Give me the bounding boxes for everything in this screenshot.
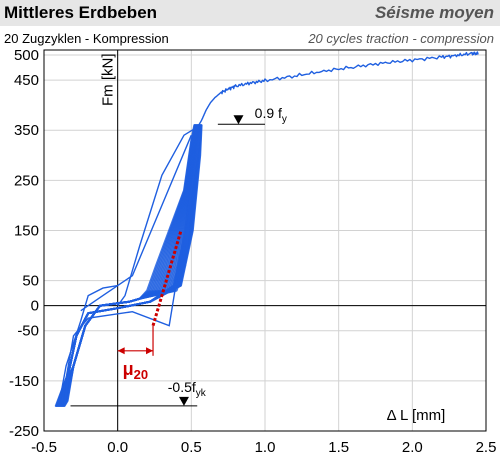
y-axis-label: Fm [kN] — [100, 54, 117, 107]
y-tick-label: -50 — [17, 323, 39, 340]
x-tick-label: 1.0 — [255, 439, 276, 456]
tension-envelope-line — [198, 51, 479, 126]
title-bar: Mittleres Erdbeben Séisme moyen — [0, 0, 500, 26]
subtitle-german: 20 Zugzyklen - Kompression — [4, 31, 169, 46]
x-tick-label: 0.0 — [107, 439, 128, 456]
compression-label: -0.5fyk — [168, 379, 207, 399]
y-tick-label: -150 — [9, 373, 39, 390]
plot-frame — [43, 49, 487, 432]
ductility-label: μ20 — [123, 359, 148, 382]
yield-label: 0.9 fy — [255, 105, 287, 125]
title-german: Mittleres Erdbeben — [4, 3, 158, 22]
y-tick-label: -250 — [9, 423, 39, 440]
y-tick-label: 50 — [22, 273, 39, 290]
y-tick-label: 500 — [14, 47, 39, 64]
unloading-tangent-line — [151, 230, 183, 327]
compression-return-branch — [58, 284, 118, 407]
compression-marker-triangle — [178, 396, 189, 406]
y-tick-label: 250 — [14, 172, 39, 189]
ductility-arrow-right — [146, 347, 154, 355]
y-tick-label: 0 — [31, 298, 39, 315]
y-tick-label: 150 — [14, 222, 39, 239]
x-axis-label: Δ L [mm] — [387, 407, 446, 424]
title-french: Séisme moyen — [374, 3, 494, 22]
x-tick-label: -0.5 — [31, 439, 57, 456]
first-loading-curve — [117, 125, 200, 307]
x-tick-label: 1.5 — [328, 439, 349, 456]
subtitle-french: 20 cycles traction - compression — [308, 31, 494, 46]
outer-loop-branch — [61, 145, 200, 404]
yield-marker-triangle — [233, 115, 244, 125]
x-tick-label: 0.5 — [181, 439, 202, 456]
hysteresis-cycle — [63, 124, 203, 407]
ductility-arrow-left — [117, 347, 125, 355]
y-tick-label: 350 — [14, 122, 39, 139]
y-tick-label: 450 — [14, 72, 39, 89]
loading-branch — [80, 134, 192, 312]
x-tick-label: 2.0 — [402, 439, 423, 456]
x-tick-label: 2.5 — [476, 439, 497, 456]
